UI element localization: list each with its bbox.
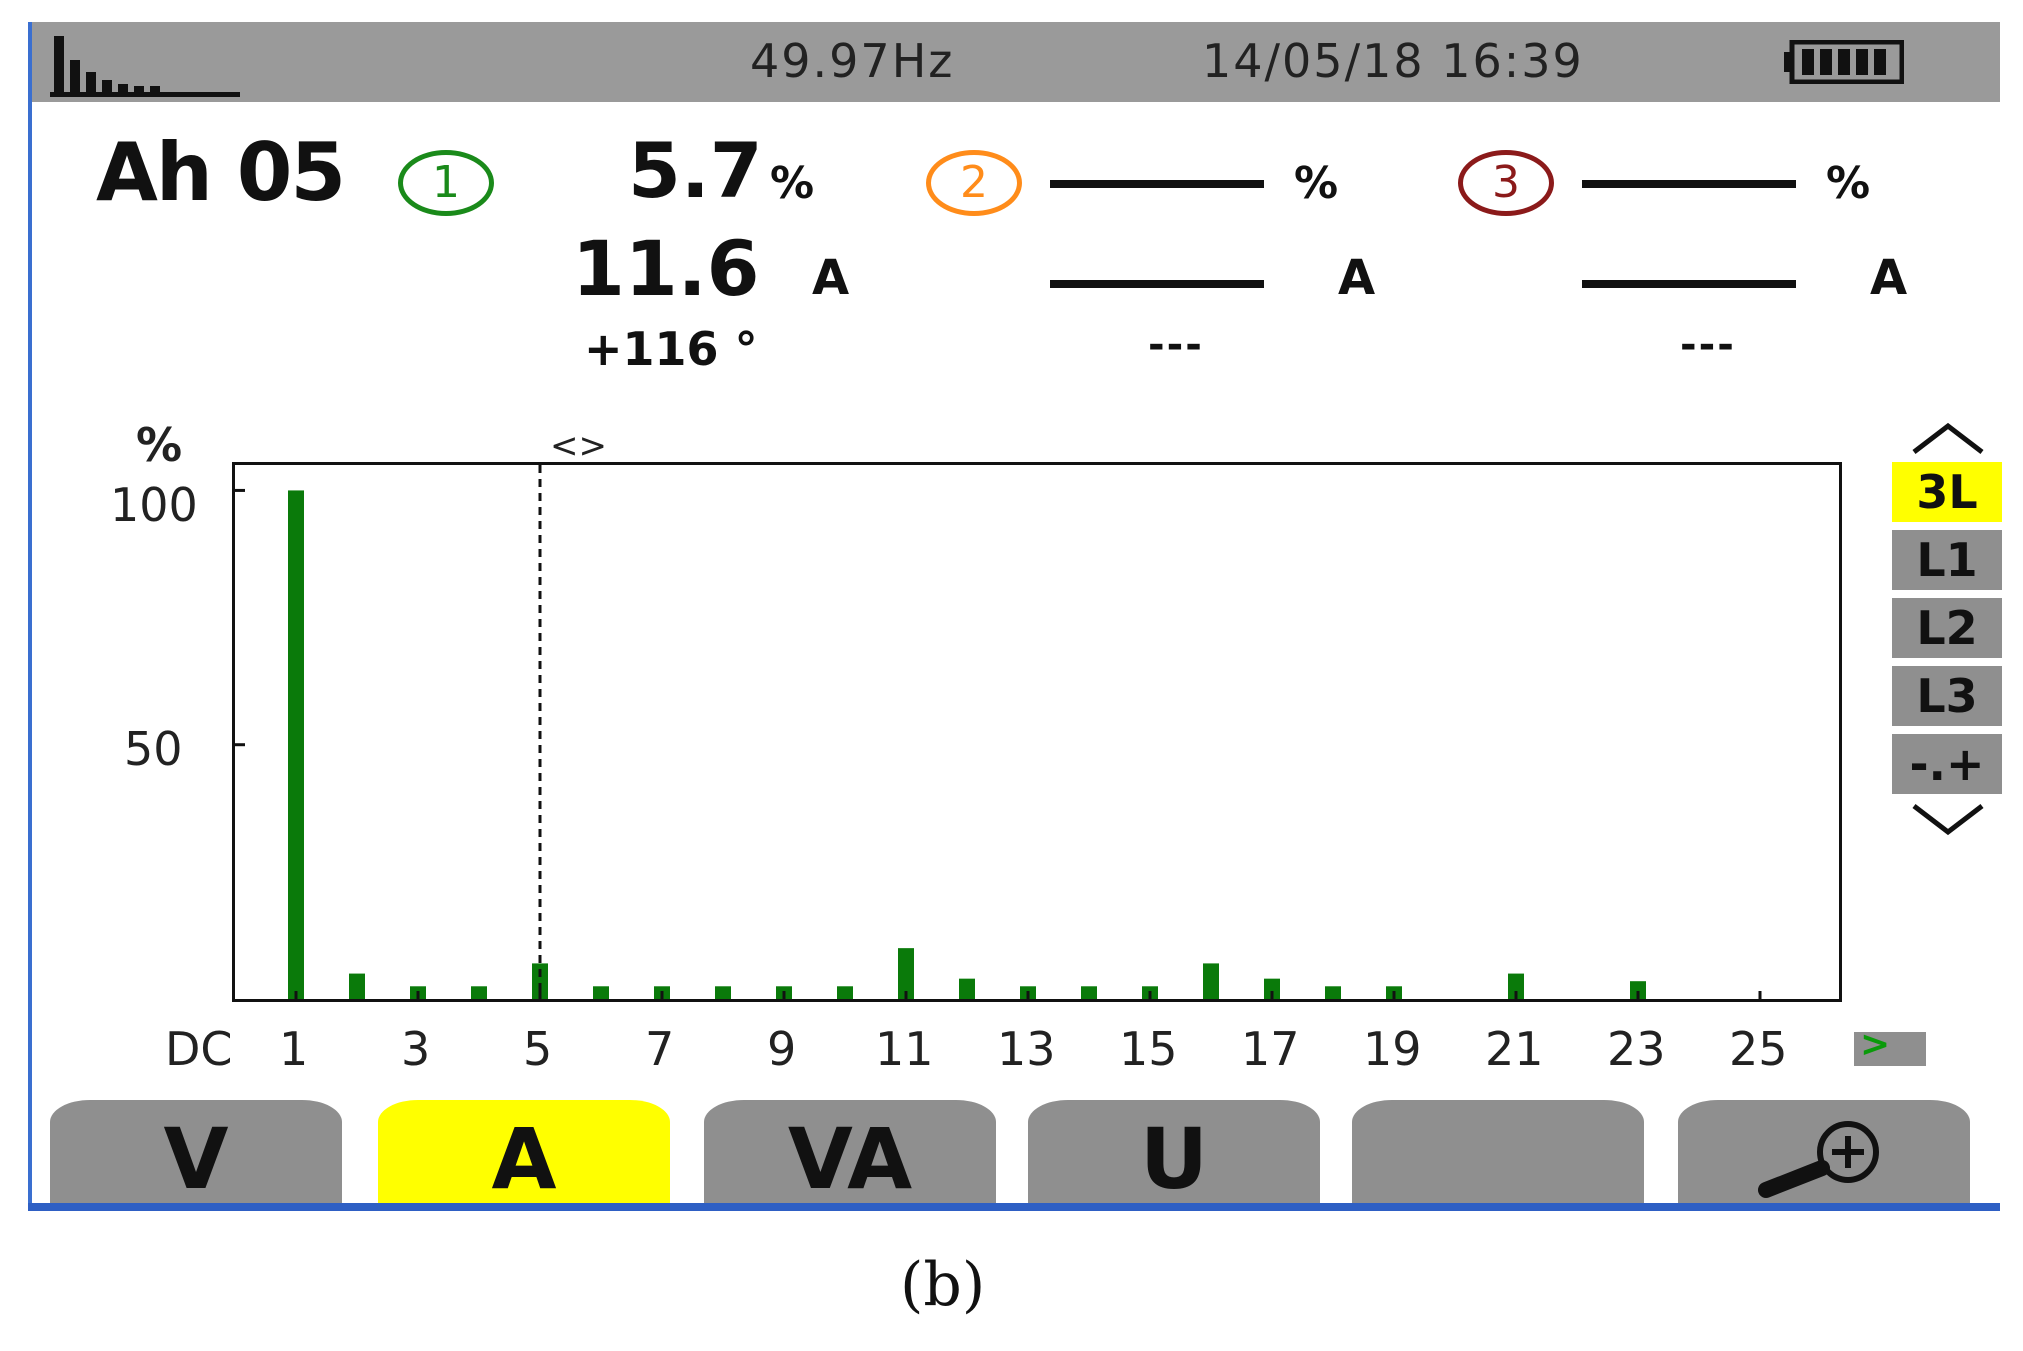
status-bar: 49.97Hz 14/05/18 16:39 <box>32 22 2000 102</box>
figure-caption: (b) <box>900 1250 986 1320</box>
scroll-down-icon[interactable] <box>1908 802 1988 838</box>
x-tick-label: 11 <box>875 1022 934 1076</box>
line-option-3l[interactable]: 3L <box>1892 462 2002 522</box>
channel-2-indicator: 2 <box>926 150 1022 216</box>
frequency-readout: 49.97Hz <box>750 34 955 88</box>
datetime-readout: 14/05/18 16:39 <box>1202 34 1584 88</box>
channel-3-current-unit: A <box>1870 250 1908 306</box>
battery-icon <box>1784 40 1904 84</box>
channel-1-current: 11.6 <box>572 224 760 313</box>
tab-phase-voltage-label: U <box>1139 1110 1209 1208</box>
x-tick-label: 19 <box>1363 1022 1422 1076</box>
harmonic-bar-2 <box>349 973 365 999</box>
line-option-l2[interactable]: L2 <box>1892 598 2002 658</box>
harmonic-bar-1 <box>288 490 304 999</box>
harmonics-chart-svg <box>235 465 1762 999</box>
x-tick-label: 17 <box>1241 1022 1300 1076</box>
line-option-l1[interactable]: L1 <box>1892 530 2002 590</box>
channel-3-current-dashes <box>1582 280 1796 288</box>
x-tick-label: DC <box>165 1022 233 1076</box>
channel-3-phase: --- <box>1680 322 1736 368</box>
harmonic-bar-18 <box>1325 986 1341 999</box>
harmonic-bar-14 <box>1081 986 1097 999</box>
tab-current[interactable]: A <box>378 1100 670 1210</box>
harmonic-bar-16 <box>1203 963 1219 999</box>
channel-1-percent: 5.7 <box>628 126 763 215</box>
harmonic-bar-4 <box>471 986 487 999</box>
tab-zoom[interactable] <box>1678 1100 1970 1210</box>
channel-2-percent-unit: % <box>1294 158 1339 209</box>
channel-1-indicator: 1 <box>398 150 494 216</box>
tab-power-va-label: VA <box>787 1110 913 1208</box>
tab-current-label: A <box>491 1110 557 1208</box>
x-tick-label: 3 <box>401 1022 431 1076</box>
screen-bottom-border <box>28 1203 2000 1211</box>
channel-1-phase: +116 ° <box>584 322 758 376</box>
x-tick-label: 5 <box>523 1022 553 1076</box>
channel-3-indicator: 3 <box>1458 150 1554 216</box>
harmonic-bar-23 <box>1630 981 1646 999</box>
channel-1-current-unit: A <box>812 250 850 306</box>
channel-2-current-dashes <box>1050 280 1264 288</box>
scroll-up-icon[interactable] <box>1908 420 1988 456</box>
x-tick-label: 9 <box>767 1022 797 1076</box>
harmonic-bar-12 <box>959 978 975 999</box>
channel-3-percent-unit: % <box>1826 158 1871 209</box>
harmonics-chart[interactable] <box>232 462 1842 1002</box>
next-page-button[interactable]: > <box>1854 1024 1926 1066</box>
x-tick-label: 21 <box>1485 1022 1544 1076</box>
cursor-marker: <> <box>550 426 607 466</box>
harmonics-mode-icon <box>50 36 240 97</box>
x-tick-label: 1 <box>279 1022 309 1076</box>
x-tick-label: 13 <box>997 1022 1056 1076</box>
x-tick-label: 7 <box>645 1022 675 1076</box>
tab-voltage[interactable]: V <box>50 1100 342 1210</box>
harmonic-bar-10 <box>837 986 853 999</box>
harmonic-bar-11 <box>898 948 914 999</box>
x-tick-label: 15 <box>1119 1022 1178 1076</box>
next-page-arrow: > <box>1860 1024 1891 1065</box>
tab-power-va[interactable]: VA <box>704 1100 996 1210</box>
harmonic-bar-8 <box>715 986 731 999</box>
meter-screen: 49.97Hz 14/05/18 16:39 Ah 05 1 5.7 % 11.… <box>28 22 2002 1210</box>
harmonic-bar-17 <box>1264 978 1280 999</box>
tab-phase-voltage[interactable]: U <box>1028 1100 1320 1210</box>
line-option-[interactable]: -.+ <box>1892 734 2002 794</box>
x-tick-label: 23 <box>1607 1022 1666 1076</box>
mode-label: Ah 05 <box>96 126 346 219</box>
channel-3-percent-dashes <box>1582 180 1796 188</box>
zoom-in-icon <box>1758 1121 1879 1198</box>
harmonic-bar-5 <box>532 963 548 999</box>
tab-voltage-label: V <box>163 1110 229 1208</box>
channel-2-current-unit: A <box>1338 250 1376 306</box>
x-tick-label: 25 <box>1729 1022 1788 1076</box>
harmonic-bar-21 <box>1508 973 1524 999</box>
channel-1-percent-unit: % <box>770 158 815 209</box>
channel-2-phase: --- <box>1148 322 1204 368</box>
harmonic-bar-6 <box>593 986 609 999</box>
channel-2-percent-dashes <box>1050 180 1264 188</box>
y-tick-label-100: 100 <box>110 478 198 532</box>
y-tick-label-50: 50 <box>124 722 183 776</box>
y-axis-unit: % <box>136 418 183 472</box>
tab-empty[interactable] <box>1352 1100 1644 1210</box>
line-option-l3[interactable]: L3 <box>1892 666 2002 726</box>
